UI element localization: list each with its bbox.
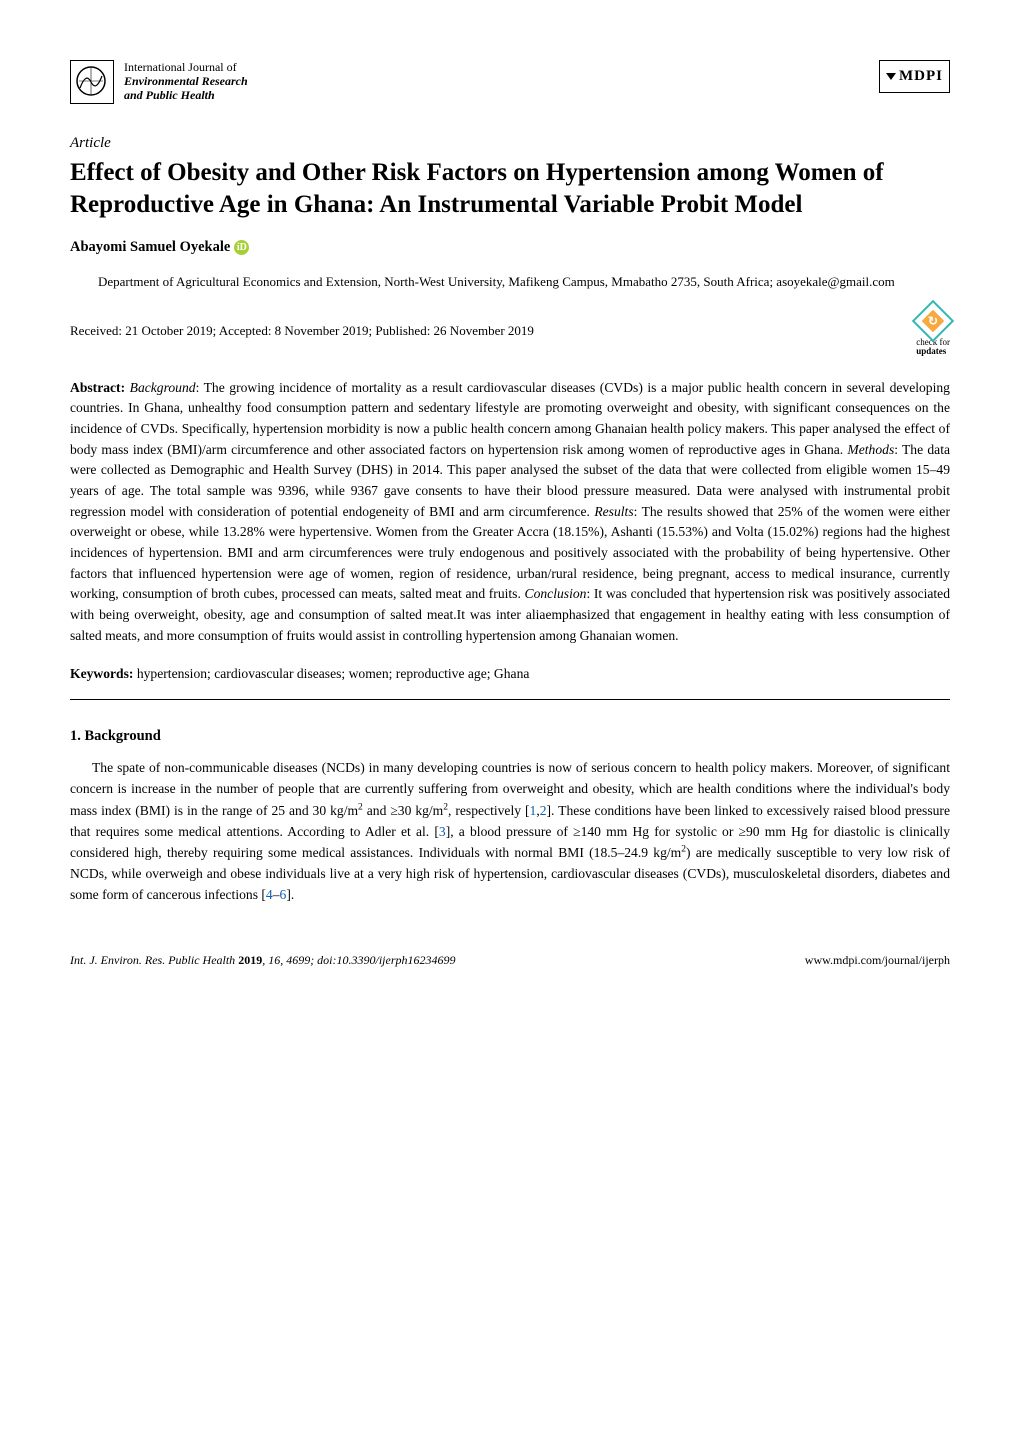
abstract-bg-label: Background bbox=[130, 380, 196, 395]
footer: Int. J. Environ. Res. Public Health 2019… bbox=[70, 947, 950, 969]
author-name: Abayomi Samuel Oyekale bbox=[70, 237, 230, 259]
abstract-label: Abstract: bbox=[70, 380, 125, 395]
abstract-results-label: Results bbox=[594, 504, 633, 519]
journal-line1: International Journal of bbox=[124, 61, 248, 75]
p1b: and ≥30 kg/m bbox=[363, 803, 443, 818]
publication-dates: Received: 21 October 2019; Accepted: 8 N… bbox=[70, 321, 534, 341]
orcid-icon[interactable]: iD bbox=[234, 240, 249, 255]
ref-link-3[interactable]: 3 bbox=[439, 824, 446, 839]
journal-logo-icon bbox=[70, 60, 114, 104]
abstract: Abstract: Background: The growing incide… bbox=[70, 378, 950, 647]
ref-link-4[interactable]: 4 bbox=[266, 887, 273, 902]
abstract-conclusion-label: Conclusion bbox=[525, 586, 587, 601]
keywords-text: hypertension; cardiovascular diseases; w… bbox=[133, 666, 529, 681]
dates-row: Received: 21 October 2019; Accepted: 8 N… bbox=[70, 306, 950, 356]
dash: – bbox=[273, 887, 280, 902]
keywords: Keywords: hypertension; cardiovascular d… bbox=[70, 664, 950, 684]
footer-citation: , 16, 4699; doi:10.3390/ijerph16234699 bbox=[262, 953, 455, 967]
ref-link-2[interactable]: 2 bbox=[540, 803, 547, 818]
journal-line3: and Public Health bbox=[124, 89, 248, 103]
keywords-label: Keywords: bbox=[70, 666, 133, 681]
check-updates-label2: updates bbox=[916, 346, 946, 356]
footer-journal-abbrev: Int. J. Environ. Res. Public Health bbox=[70, 953, 238, 967]
divider bbox=[70, 699, 950, 700]
header: International Journal of Environmental R… bbox=[70, 60, 950, 104]
author-row: Abayomi Samuel Oyekale iD bbox=[70, 237, 950, 259]
publisher-name: MDPI bbox=[899, 65, 943, 88]
journal-line2: Environmental Research bbox=[124, 75, 248, 89]
affiliation: Department of Agricultural Economics and… bbox=[98, 272, 950, 292]
journal-title: International Journal of Environmental R… bbox=[124, 61, 248, 102]
footer-left: Int. J. Environ. Res. Public Health 2019… bbox=[70, 951, 456, 969]
p1g: ]. bbox=[286, 887, 294, 902]
journal-block: International Journal of Environmental R… bbox=[70, 60, 248, 104]
section-1-heading: 1. Background bbox=[70, 726, 950, 748]
check-for-updates-button[interactable]: ↻ check for updates bbox=[916, 306, 950, 356]
footer-right[interactable]: www.mdpi.com/journal/ijerph bbox=[805, 951, 950, 969]
article-type: Article bbox=[70, 132, 950, 155]
publisher-logo: MDPI bbox=[879, 60, 950, 93]
abstract-bg-text: : The growing incidence of mortality as … bbox=[70, 380, 950, 457]
mdpi-triangle-icon bbox=[886, 73, 896, 80]
footer-year: 2019 bbox=[238, 953, 262, 967]
p1c: , respectively [ bbox=[448, 803, 530, 818]
abstract-methods-label: Methods bbox=[847, 442, 894, 457]
article-title: Effect of Obesity and Other Risk Factors… bbox=[70, 157, 950, 221]
check-updates-icon: ↻ bbox=[912, 300, 954, 342]
section-1-para-1: The spate of non-communicable diseases (… bbox=[70, 757, 950, 904]
